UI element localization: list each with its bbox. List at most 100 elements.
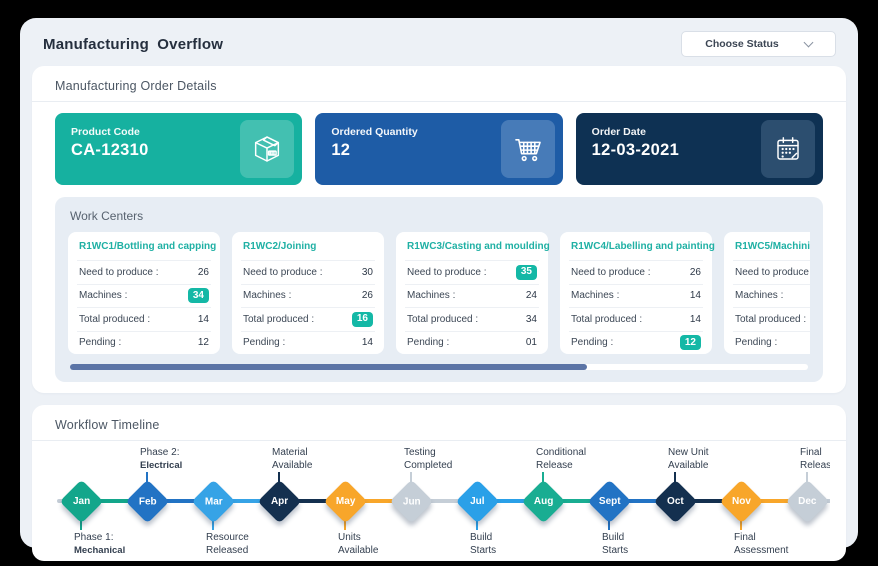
row-value: 01 <box>525 337 537 349</box>
timeline-segment <box>609 499 677 503</box>
timeline-diamond-jan: Jan <box>58 478 104 524</box>
timeline-stem <box>211 514 215 530</box>
order-date-card: Order Date 12-03-2021 <box>575 113 823 185</box>
row-label: Pending : <box>79 337 122 349</box>
row-label: Pending : <box>571 337 614 349</box>
timeline: Jan Phase 1: Mechanical Feb Phase 2: Elect… <box>48 441 830 561</box>
month-label: Aug <box>533 495 553 507</box>
row-label: Pending : <box>407 337 450 349</box>
work-centers-title: Work Centers <box>70 209 144 223</box>
timeline-stem <box>79 514 83 530</box>
timeline-segment <box>279 499 347 503</box>
work-centers-row: R1WC1/Bottling and capping Need to produ… <box>68 232 810 354</box>
choose-status-dropdown[interactable]: Choose Status <box>681 31 836 57</box>
product-code-value: CA-12310 <box>71 141 149 159</box>
row-label: Need to produce : <box>735 266 810 278</box>
work-center-card-r1wc1: R1WC1/Bottling and capping Need to produ… <box>68 232 220 354</box>
timeline-diamond-apr: Apr <box>256 478 302 524</box>
workflow-timeline-title: Workflow Timeline <box>55 418 160 432</box>
timeline-segment <box>675 499 743 503</box>
timeline-diamond-nov: Nov <box>718 478 764 524</box>
work-center-name: R1WC3/Casting and moulding <box>405 232 550 261</box>
divider <box>32 101 846 102</box>
timeline-diamond-dec: Dec <box>784 478 830 524</box>
work-center-name: R1WC4/Labelling and painting <box>569 232 715 261</box>
timeline-diamond-jun: Jun <box>388 478 434 524</box>
timeline-diamond-oct: Oct <box>652 478 698 524</box>
page-title: Manufacturing Overflow <box>43 35 224 53</box>
timeline-diamond-aug: Aug <box>520 478 566 524</box>
row-value-badge: 16 <box>351 311 373 327</box>
row-label: Need to produce : <box>571 266 651 278</box>
timeline-stem <box>145 472 149 488</box>
horizontal-scrollbar-thumb[interactable] <box>70 364 587 370</box>
row-label: Need to produce : <box>407 266 487 278</box>
month-label: Oct <box>666 495 684 507</box>
row-label: Pending : <box>735 337 778 349</box>
work-center-card-r1wc5: R1WC5/Machining Need to produce : Machin… <box>724 232 810 354</box>
timeline-stem <box>739 514 743 530</box>
timeline-stem <box>607 514 611 530</box>
row-value: 14 <box>361 337 373 349</box>
dashboard-page: Manufacturing Overflow Choose Status Man… <box>20 18 858 561</box>
ordered-quantity-value: 12 <box>331 141 351 159</box>
order-details-title: Manufacturing Order Details <box>55 79 217 93</box>
row-label: Total produced : <box>243 313 315 325</box>
top-bar: Manufacturing Overflow Choose Status <box>32 18 846 66</box>
chevron-down-icon <box>803 37 814 48</box>
timeline-segment <box>411 499 479 503</box>
work-centers-panel: Work Centers R1WC1/Bottling and capping … <box>55 197 823 382</box>
row-value: 34 <box>525 313 537 325</box>
timeline-milestone-label: Build Starts <box>602 532 629 556</box>
row-value-badge: 34 <box>187 288 209 304</box>
timeline-segment <box>543 499 611 503</box>
workflow-timeline-card: Workflow Timeline Jan Phase 1: Mechanical… <box>32 405 846 561</box>
row-label: Pending : <box>243 337 286 349</box>
timeline-milestone-label: Conditional Release <box>536 447 587 471</box>
row-value: 14 <box>197 313 209 325</box>
order-details-card: Manufacturing Order Details Product Code… <box>32 66 846 393</box>
timeline-stem <box>277 472 281 488</box>
timeline-segment <box>147 499 215 503</box>
row-value: 14 <box>689 313 701 325</box>
timeline-milestone-label: New Unit Available <box>668 447 709 471</box>
ordered-quantity-card: Ordered Quantity 12 <box>315 113 563 185</box>
package-icon <box>240 120 295 178</box>
row-value: 14 <box>689 290 701 302</box>
row-label: Need to produce : <box>243 266 323 278</box>
timeline-milestone-label: Build Starts <box>470 532 497 556</box>
row-value: 26 <box>197 266 209 278</box>
row-value-badge: 12 <box>679 335 701 351</box>
row-label: Total produced : <box>79 313 151 325</box>
work-center-card-r1wc2: R1WC2/Joining Need to produce : 30 Machin… <box>232 232 384 354</box>
row-label: Total produced : <box>571 313 643 325</box>
order-date-label: Order Date <box>591 126 646 138</box>
calendar-icon <box>760 120 815 178</box>
row-value: 26 <box>689 266 701 278</box>
timeline-stem <box>805 472 809 488</box>
timeline-segment <box>477 499 545 503</box>
work-center-card-r1wc4: R1WC4/Labelling and painting Need to pro… <box>560 232 715 354</box>
timeline-stem <box>409 472 413 488</box>
month-label: Mar <box>204 495 222 507</box>
product-code-card: Product Code CA-12310 <box>55 113 303 185</box>
month-label: May <box>335 495 355 507</box>
row-value: 26 <box>361 290 373 302</box>
month-label: Dec <box>797 495 817 507</box>
month-label: Apr <box>270 495 288 507</box>
timeline-milestone-label: Testing Completed <box>404 447 453 471</box>
stats-row: Product Code CA-12310 O <box>48 113 830 185</box>
horizontal-scrollbar-track[interactable] <box>70 364 808 370</box>
month-label: Jul <box>469 495 485 507</box>
row-label: Machines : <box>79 290 128 302</box>
order-date-value: 12-03-2021 <box>591 141 680 159</box>
timeline-milestone-label: Phase 1: Mechanical <box>74 532 126 556</box>
row-label: Machines : <box>735 290 784 302</box>
timeline-stem <box>541 472 545 488</box>
row-label: Machines : <box>571 290 620 302</box>
timeline-diamond-sept: Sept <box>586 478 632 524</box>
row-label: Total produced : <box>407 313 479 325</box>
row-value: 30 <box>361 266 373 278</box>
month-label: Nov <box>731 495 751 507</box>
row-value: 24 <box>525 290 537 302</box>
